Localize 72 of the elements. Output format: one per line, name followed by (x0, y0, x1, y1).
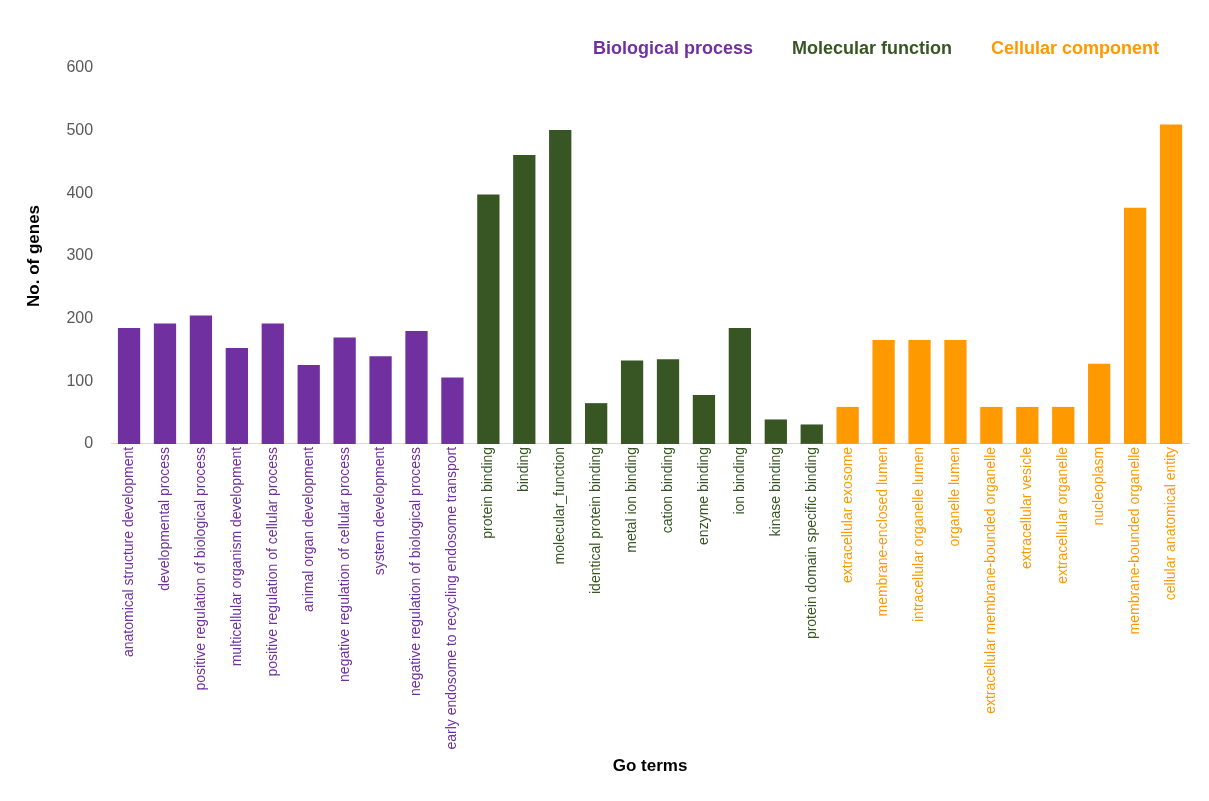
x-tick-label: multicellular organism development (227, 446, 244, 667)
y-tick-label: 100 (66, 371, 94, 389)
x-axis-title: Go terms (612, 756, 688, 776)
y-tick-label: 600 (66, 58, 94, 76)
x-tick-label: nucleoplasm (1090, 446, 1107, 526)
x-tick-label: organelle lumen (946, 446, 963, 547)
bar (513, 155, 536, 444)
bar (369, 356, 392, 444)
x-tick-label: protein domain specific binding (802, 446, 819, 640)
x-tick-label: extracellular organelle (1054, 446, 1071, 584)
text: Biological process (592, 37, 753, 58)
bar (117, 327, 141, 444)
bar (189, 315, 213, 444)
bar (1123, 207, 1147, 444)
y-tick-label: 400 (66, 183, 94, 201)
x-tick-label: kinase binding (766, 446, 783, 537)
y-tick-label: 300 (66, 246, 94, 264)
x-tick-label: extracellular membrane-bounded organelle (982, 446, 999, 714)
bar (1052, 406, 1075, 444)
x-tick-label: ion binding (730, 446, 747, 515)
text: Cellular component (990, 37, 1160, 58)
bar (297, 364, 320, 444)
x-tick-label: positive regulation of biological process (191, 446, 208, 691)
x-tick-label: early endosome to recycling endosome transport (443, 446, 460, 750)
bar (333, 337, 356, 444)
x-tick-label: extracellular exosome (838, 446, 855, 584)
bar (477, 194, 500, 444)
bar (872, 339, 895, 444)
x-tick-label: cellular anatomical entity (1161, 446, 1178, 601)
bar (656, 359, 680, 444)
bar (728, 327, 752, 444)
x-tick-label: cation binding (658, 446, 675, 534)
x-tick-label: negative regulation of biological process (407, 446, 424, 696)
bar (405, 331, 428, 444)
y-tick-label: 200 (66, 309, 94, 326)
x-tick-label: enzyme binding (694, 446, 711, 545)
x-tick-label: animal organ development (299, 446, 316, 612)
y-axis-title: No. of genes (23, 204, 43, 307)
x-tick-label: metal ion binding (622, 446, 639, 553)
x-tick-label: negative regulation of cellular process (335, 446, 352, 682)
x-tick-label: developmental process (155, 446, 172, 591)
x-tick-label: system development (371, 446, 388, 576)
x-tick-label: extracellular vesicle (1018, 446, 1035, 570)
x-tick-label: intracellular organelle lumen (910, 446, 927, 622)
text: Molecular function (791, 37, 952, 58)
x-tick-label: membrane-bounded organelle (1125, 446, 1142, 635)
bar (620, 360, 644, 444)
bar (1088, 363, 1111, 444)
bar (692, 395, 716, 444)
y-tick-label: 500 (66, 121, 94, 139)
x-tick-label: membrane-enclosed lumen (874, 446, 891, 617)
bar (225, 348, 248, 444)
bar (944, 339, 967, 444)
bar (261, 323, 284, 444)
bar (153, 323, 177, 444)
bar (441, 377, 464, 444)
x-tick-label: identical protein binding (587, 446, 604, 594)
x-tick-label: molecular_function (551, 446, 568, 565)
bar (764, 419, 787, 444)
bar (800, 424, 823, 444)
x-tick-label: positive regulation of cellular process (263, 446, 280, 677)
x-tick-label: protein binding (479, 446, 496, 539)
bar (908, 339, 931, 444)
bar (980, 406, 1003, 444)
bar (836, 406, 859, 444)
x-tick-label: anatomical structure development (119, 446, 136, 657)
x-tick-label: binding (515, 446, 532, 493)
y-tick-label: 0 (84, 434, 94, 452)
bar (1159, 124, 1183, 444)
bar (585, 403, 608, 444)
bar (1016, 406, 1039, 444)
bar (549, 130, 572, 444)
